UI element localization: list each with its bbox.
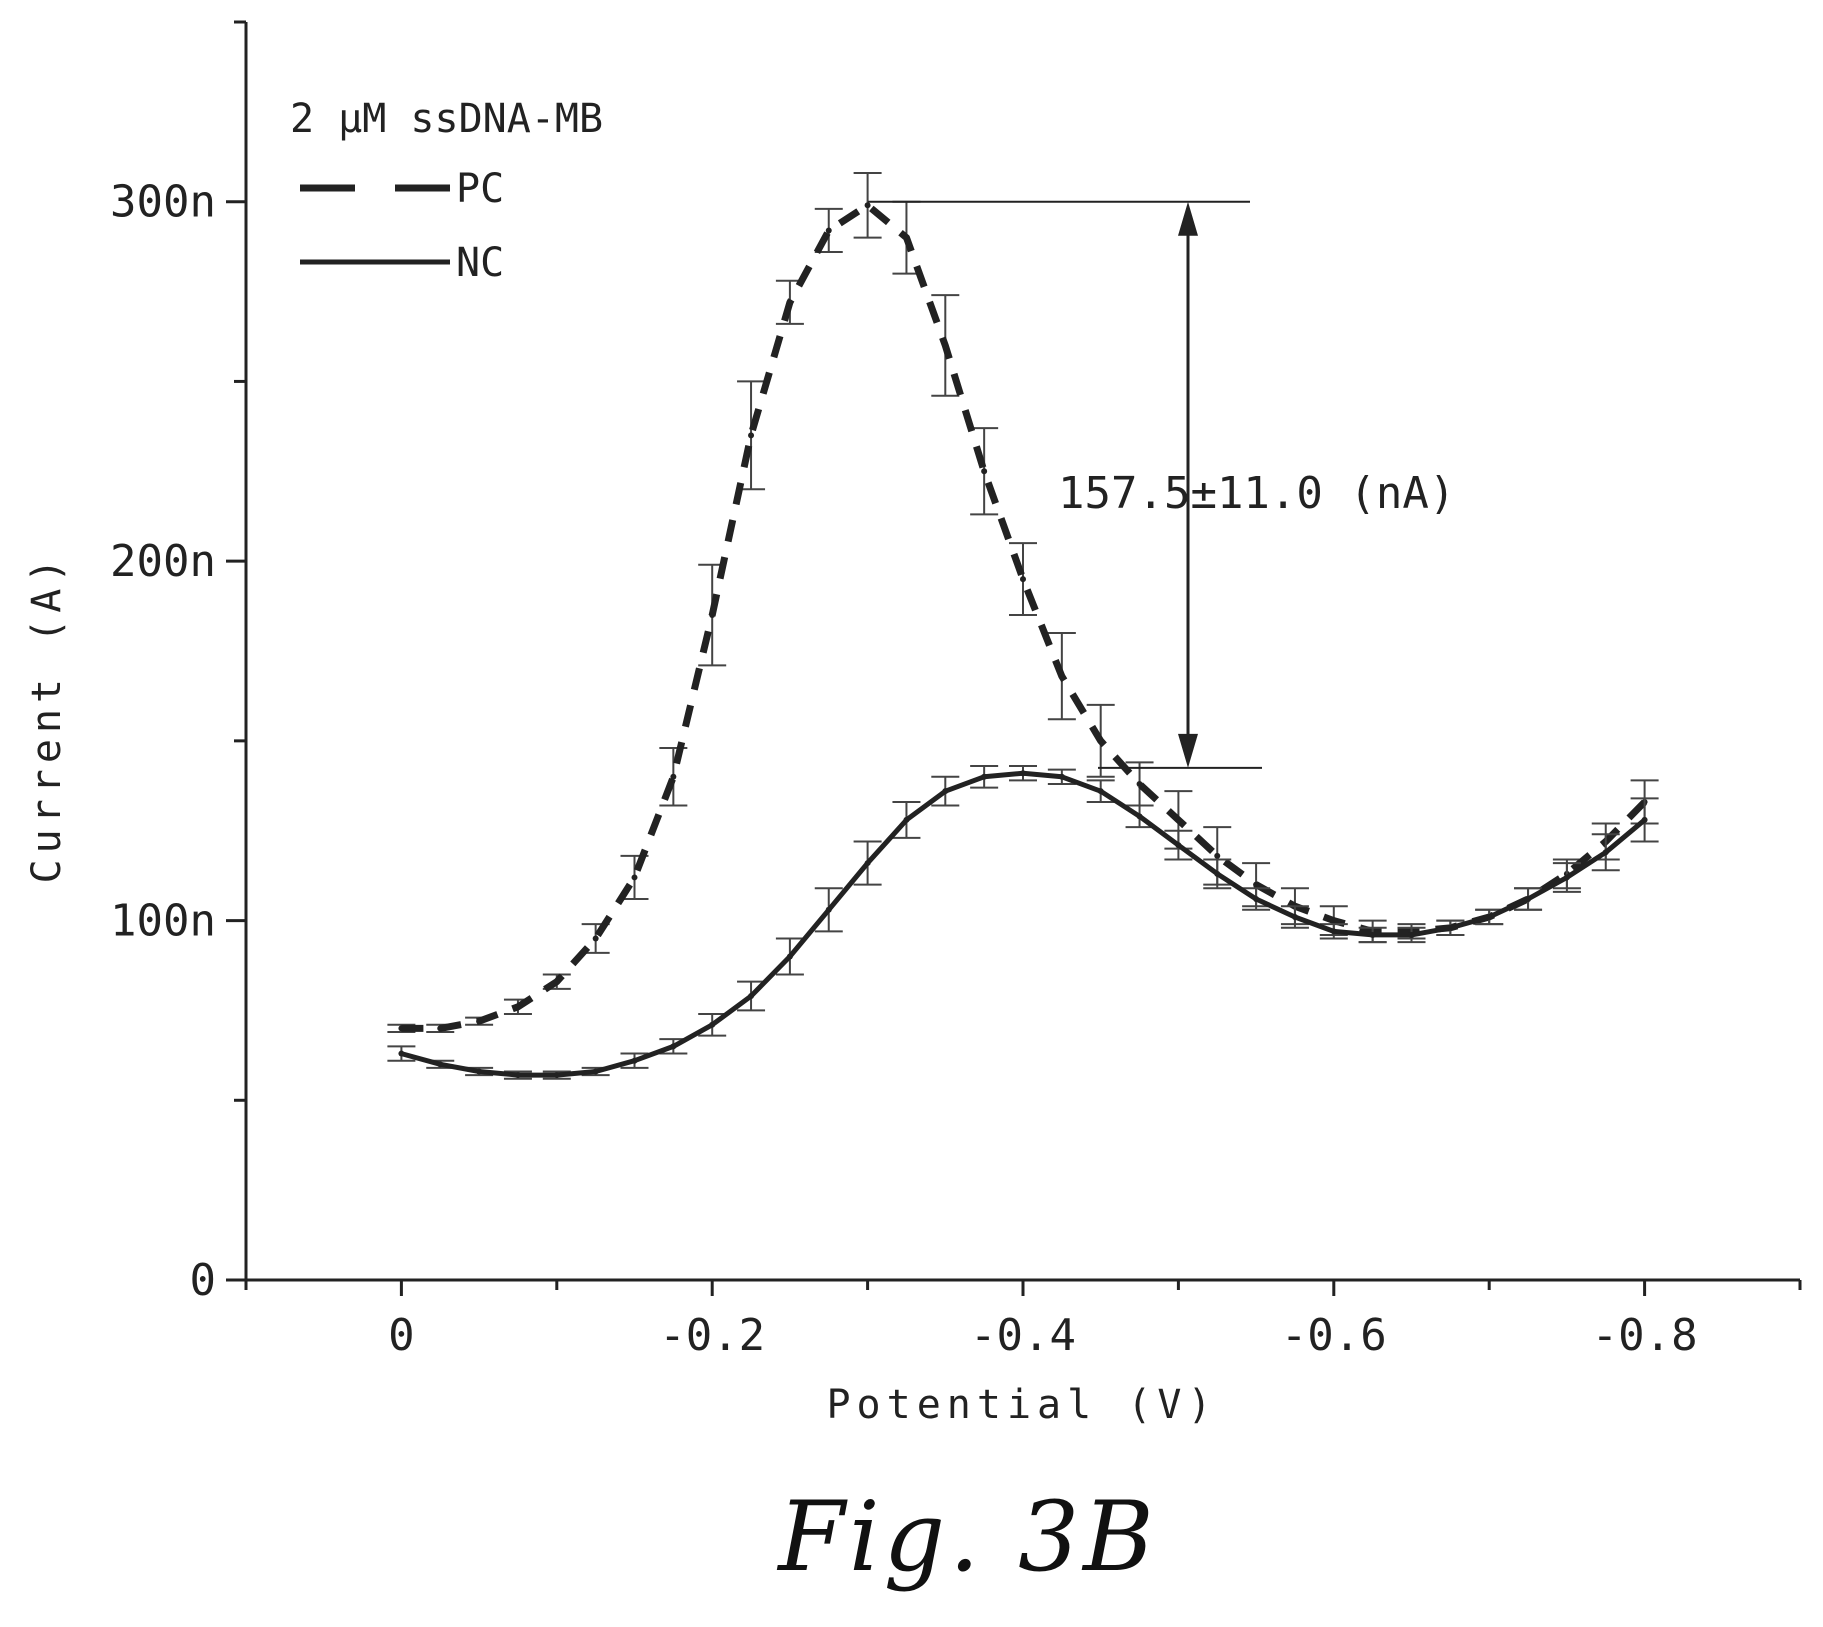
data-point	[942, 788, 949, 795]
data-point	[1136, 780, 1143, 787]
y-tick-label: 100n	[110, 896, 216, 947]
data-point	[864, 202, 871, 209]
data-point	[709, 1021, 716, 1028]
data-point	[825, 906, 832, 913]
data-point	[1097, 788, 1104, 795]
data-point	[1486, 913, 1493, 920]
annotation-label: 157.5±11.0 (nA)	[1058, 468, 1455, 519]
x-tick-label: -0.8	[1592, 1310, 1698, 1361]
data-point	[514, 1003, 521, 1010]
data-point	[631, 874, 638, 881]
legend: 2 μM ssDNA-MB PC NC	[290, 96, 603, 286]
data-point	[1097, 737, 1104, 744]
data-point	[1253, 896, 1260, 903]
data-point	[1214, 870, 1221, 877]
data-point	[1291, 913, 1298, 920]
series-layer	[387, 171, 1659, 1080]
data-point	[1563, 874, 1570, 881]
data-point	[709, 612, 716, 619]
data-point	[1253, 881, 1260, 888]
data-point	[1525, 896, 1532, 903]
data-point	[748, 432, 755, 439]
y-axis-title: Current (A)	[24, 553, 70, 884]
data-point	[437, 1025, 444, 1032]
data-point	[553, 1072, 560, 1079]
data-point	[476, 1068, 483, 1075]
data-point	[1136, 813, 1143, 820]
figure-caption: Fig. 3B	[776, 1481, 1157, 1593]
data-point	[1058, 673, 1065, 680]
data-point	[1602, 849, 1609, 856]
data-point	[903, 234, 910, 241]
annotation-layer: 157.5±11.0 (nA)	[868, 200, 1455, 769]
data-point	[981, 773, 988, 780]
data-point	[825, 227, 832, 234]
data-point	[786, 953, 793, 960]
y-axis-ticks: 0 100n 200n 300n	[110, 20, 246, 1306]
data-point	[1330, 917, 1337, 924]
x-axis-ticks: 0 -0.2 -0.4 -0.6 -0.8	[244, 1280, 1802, 1361]
data-point	[1020, 770, 1026, 777]
data-point	[1175, 816, 1182, 823]
series-pc	[387, 171, 1659, 1033]
data-point	[398, 1050, 405, 1057]
data-point	[670, 1043, 677, 1050]
data-point	[553, 978, 560, 985]
data-point	[1330, 928, 1337, 935]
data-point	[1175, 842, 1182, 849]
annotation-arrow-head-down	[1178, 733, 1198, 768]
x-tick-label: -0.6	[1281, 1310, 1387, 1361]
series-nc	[387, 765, 1659, 1080]
legend-title: 2 μM ssDNA-MB	[290, 96, 603, 142]
data-point	[476, 1018, 483, 1025]
y-tick-label: 0	[190, 1255, 217, 1306]
data-point	[1447, 924, 1454, 931]
data-point	[514, 1072, 521, 1079]
data-point	[592, 1068, 599, 1075]
data-point	[1020, 576, 1026, 583]
data-point	[398, 1025, 405, 1032]
x-tick-label: -0.4	[970, 1310, 1076, 1361]
data-point	[942, 342, 949, 349]
data-point	[631, 1057, 638, 1064]
data-point	[437, 1061, 444, 1068]
data-point	[903, 816, 910, 823]
data-point	[1058, 773, 1065, 780]
data-point	[1408, 931, 1415, 938]
data-point	[1214, 852, 1221, 859]
y-tick-label: 300n	[110, 177, 216, 228]
data-point	[592, 935, 599, 942]
data-point	[786, 299, 793, 306]
y-tick-label: 200n	[110, 536, 216, 587]
data-point	[1641, 816, 1648, 823]
x-tick-label: -0.2	[659, 1310, 765, 1361]
x-axis-title: Potential (V)	[826, 1382, 1217, 1428]
legend-label-pc: PC	[456, 166, 504, 212]
data-point	[670, 773, 677, 780]
annotation-arrow-head-up	[1178, 201, 1198, 236]
data-point	[864, 860, 871, 867]
data-point	[748, 993, 755, 1000]
series-line-pc	[401, 201, 1648, 1032]
data-point	[1369, 931, 1376, 938]
legend-label-nc: NC	[456, 240, 504, 286]
x-tick-label: 0	[388, 1310, 415, 1361]
data-point	[981, 468, 988, 475]
